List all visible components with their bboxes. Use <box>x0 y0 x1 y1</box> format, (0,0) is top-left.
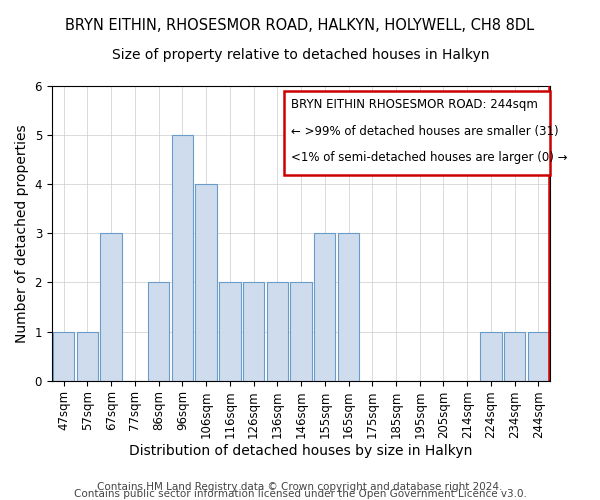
Bar <box>314 234 335 380</box>
Text: BRYN EITHIN, RHOSESMOR ROAD, HALKYN, HOLYWELL, CH8 8DL: BRYN EITHIN, RHOSESMOR ROAD, HALKYN, HOL… <box>65 18 535 32</box>
Bar <box>504 332 526 380</box>
X-axis label: Distribution of detached houses by size in Halkyn: Distribution of detached houses by size … <box>130 444 473 458</box>
Bar <box>196 184 217 380</box>
Text: Contains HM Land Registry data © Crown copyright and database right 2024.: Contains HM Land Registry data © Crown c… <box>97 482 503 492</box>
Text: Contains public sector information licensed under the Open Government Licence v3: Contains public sector information licen… <box>74 489 526 499</box>
Text: <1% of semi-detached houses are larger (0) →: <1% of semi-detached houses are larger (… <box>291 151 568 164</box>
Bar <box>243 282 264 380</box>
Bar <box>100 234 122 380</box>
Bar <box>266 282 288 380</box>
Bar <box>219 282 241 380</box>
Y-axis label: Number of detached properties: Number of detached properties <box>15 124 29 343</box>
Bar <box>172 136 193 380</box>
Bar <box>148 282 169 380</box>
Bar <box>338 234 359 380</box>
Bar <box>77 332 98 380</box>
Title: Size of property relative to detached houses in Halkyn: Size of property relative to detached ho… <box>112 48 490 62</box>
Bar <box>53 332 74 380</box>
Bar <box>290 282 312 380</box>
Text: ← >99% of detached houses are smaller (31): ← >99% of detached houses are smaller (3… <box>291 124 559 138</box>
Bar <box>480 332 502 380</box>
FancyBboxPatch shape <box>284 90 550 174</box>
Text: BRYN EITHIN RHOSESMOR ROAD: 244sqm: BRYN EITHIN RHOSESMOR ROAD: 244sqm <box>291 98 538 111</box>
Bar <box>528 332 549 380</box>
